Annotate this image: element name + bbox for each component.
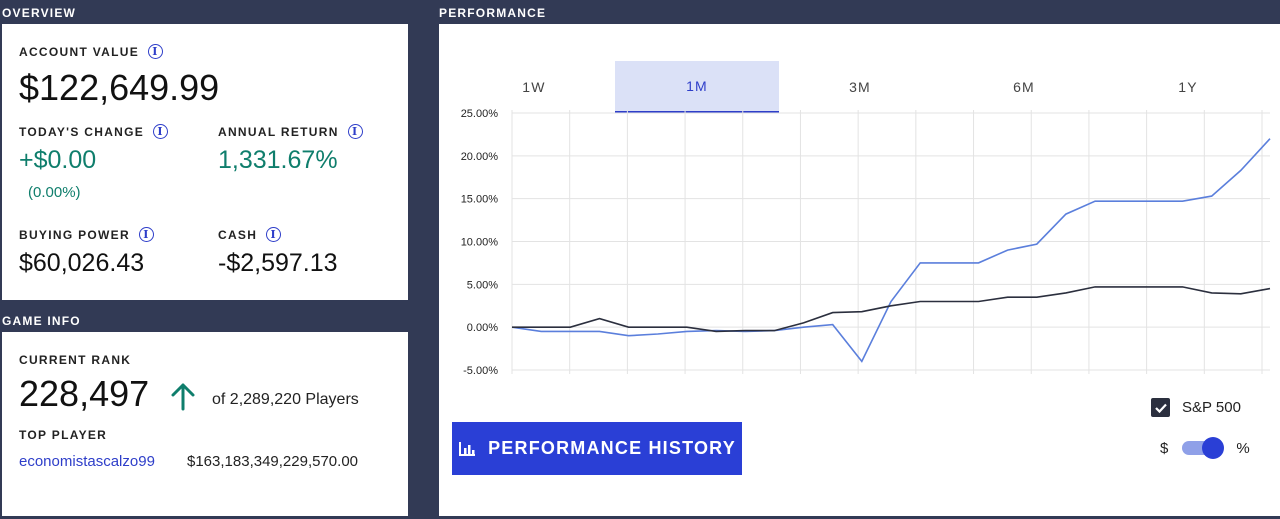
bar-chart-icon — [459, 441, 476, 456]
performance-section-title: PERFORMANCE — [439, 6, 547, 20]
tab-3m[interactable]: 3M — [849, 79, 871, 95]
current-rank-label: CURRENT RANK — [19, 353, 132, 367]
performance-history-label: PERFORMANCE HISTORY — [488, 438, 736, 458]
todays-change-percent: (0.00%) — [28, 184, 81, 201]
overview-panel: ACCOUNT VALUE i $122,649.99 TODAY'S CHAN… — [2, 24, 408, 300]
tab-6m[interactable]: 6M — [1013, 79, 1035, 95]
top-player-link[interactable]: economistascalzo99 — [19, 453, 155, 470]
overview-section-title: OVERVIEW — [2, 6, 77, 20]
cash-value: -$2,597.13 — [218, 249, 338, 277]
y-tick-label: 15.00% — [461, 194, 499, 206]
toggle-dollar-label: $ — [1160, 439, 1169, 457]
sp500-checkbox-row[interactable]: S&P 500 — [1151, 398, 1241, 417]
y-tick-label: -5.00% — [463, 365, 498, 377]
todays-change-value: +$0.00 — [19, 146, 97, 174]
toggle-percent-label: % — [1236, 439, 1250, 457]
buying-power-label-row: BUYING POWER i — [19, 227, 154, 242]
toggle-thumb — [1202, 437, 1225, 459]
y-tick-label: 5.00% — [467, 279, 498, 291]
sp500-series-line — [512, 286, 1271, 333]
chart-y-ticks: 25.00% 20.00% 15.00% 10.00% 5.00% 0.00% -5.00% — [461, 108, 499, 377]
top-player-label: TOP PLAYER — [19, 428, 108, 442]
info-icon[interactable]: i — [153, 124, 169, 139]
y-tick-label: 10.00% — [461, 237, 499, 249]
account-value-label: ACCOUNT VALUE — [19, 44, 140, 59]
checkmark-icon — [1154, 403, 1167, 413]
sp500-checkbox[interactable] — [1151, 398, 1170, 417]
top-player-value: $163,183,349,229,570.00 — [187, 453, 358, 470]
cash-label: CASH — [218, 227, 258, 242]
buying-power-label: BUYING POWER — [19, 227, 130, 242]
todays-change-label: TODAY'S CHANGE — [19, 124, 145, 139]
game-info-panel: CURRENT RANK 228,497 of 2,289,220 Player… — [2, 332, 408, 516]
annual-return-label-row: ANNUAL RETURN i — [218, 124, 363, 139]
performance-panel: 1W 1M 3M 6M 1Y 25.00% 20.00% 15.00% 10.00% 5… — [439, 24, 1280, 516]
chart-lines — [511, 138, 1271, 363]
y-tick-label: 25.00% — [461, 108, 499, 120]
performance-history-button[interactable]: PERFORMANCE HISTORY — [452, 422, 742, 475]
cash-label-row: CASH i — [218, 227, 282, 242]
tab-1m[interactable]: 1M — [615, 61, 779, 113]
tab-1w[interactable]: 1W — [522, 79, 546, 95]
account-value-label-row: ACCOUNT VALUE i — [19, 44, 164, 59]
info-icon[interactable]: i — [266, 227, 282, 242]
dollar-percent-toggle[interactable] — [1182, 437, 1226, 459]
account-value: $122,649.99 — [19, 67, 220, 108]
performance-chart: 25.00% 20.00% 15.00% 10.00% 5.00% 0.00% -5.00% — [461, 108, 1271, 377]
annual-return-label: ANNUAL RETURN — [218, 124, 339, 139]
game-info-section-title: GAME INFO — [2, 314, 81, 328]
y-tick-label: 0.00% — [467, 322, 498, 334]
sp500-label: S&P 500 — [1182, 399, 1241, 416]
annual-return-value: 1,331.67% — [218, 146, 338, 174]
info-icon[interactable]: i — [148, 44, 164, 59]
players-count-text: of 2,289,220 Players — [212, 391, 359, 408]
tab-1y[interactable]: 1Y — [1178, 79, 1198, 95]
current-rank-value: 228,497 — [19, 373, 150, 414]
y-tick-label: 20.00% — [461, 151, 499, 163]
dollar-percent-toggle-row: $ % — [1160, 437, 1250, 459]
portfolio-series-line — [511, 138, 1271, 363]
arrow-up-icon — [171, 383, 195, 411]
info-icon[interactable]: i — [347, 124, 363, 139]
info-icon[interactable]: i — [138, 227, 154, 242]
todays-change-label-row: TODAY'S CHANGE i — [19, 124, 169, 139]
buying-power-value: $60,026.43 — [19, 249, 145, 277]
chart-grid — [511, 110, 1270, 374]
